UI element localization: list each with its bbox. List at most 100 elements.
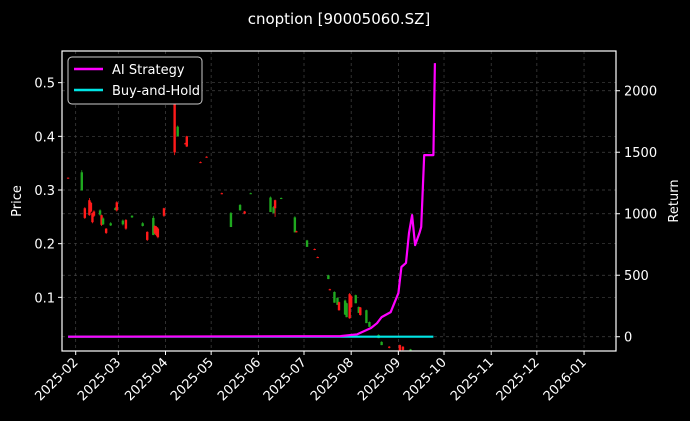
candle [89, 201, 93, 213]
candle-body [269, 197, 272, 213]
x-tick-label: 2025-08 [308, 355, 357, 404]
candle-body [152, 217, 155, 236]
series-line-ai-strategy [68, 63, 436, 338]
candle-body [293, 217, 297, 233]
x-tick-label: 2025-09 [355, 355, 404, 404]
candle-body [88, 200, 91, 216]
legend-label-buy-and-hold: Buy-and-Hold [112, 84, 200, 99]
x-axis: 2025-022025-032025-042025-052025-062025-… [33, 351, 590, 404]
candle-body [354, 295, 357, 304]
candle-body [98, 210, 102, 215]
candle-body [243, 211, 246, 214]
candle-body [156, 228, 160, 238]
candle-body [155, 227, 158, 236]
candle [328, 288, 332, 291]
candle [104, 228, 108, 235]
candle [380, 341, 383, 346]
candle [368, 321, 371, 327]
candle [100, 214, 103, 226]
y-left-tick-label: 0.1 [34, 291, 55, 306]
candle [152, 215, 155, 236]
candle [313, 248, 316, 251]
candle-body [229, 213, 233, 228]
candle [272, 206, 275, 214]
y-right-tick-label: 500 [624, 269, 649, 284]
candle [357, 306, 360, 313]
candle-body [176, 126, 179, 137]
candle [184, 142, 187, 145]
x-tick-label: 2025-10 [401, 355, 450, 404]
candle-body [409, 349, 412, 351]
candle [83, 207, 87, 219]
candle [249, 192, 252, 195]
y-left-tick-label: 0.2 [34, 238, 55, 253]
y-right-tick-label: 1000 [624, 208, 657, 223]
candle-body [83, 208, 87, 218]
candle-body [109, 223, 112, 226]
candle [80, 170, 83, 191]
candle-body [348, 294, 351, 319]
candle [205, 156, 208, 158]
candle [336, 297, 339, 305]
candle [88, 198, 91, 216]
candle [130, 215, 134, 218]
candle-body [89, 202, 93, 212]
x-tick-label: 2025-02 [33, 355, 82, 404]
candle-body [337, 302, 341, 311]
candle-body [336, 297, 339, 305]
candle-body [220, 193, 224, 195]
y-right-tick-label: 0 [624, 331, 632, 346]
candle [91, 212, 94, 224]
candle [327, 274, 330, 280]
candle [293, 216, 297, 233]
candle [101, 217, 105, 225]
y-right-tick-label: 1500 [624, 146, 657, 161]
candle [345, 302, 348, 318]
candle-body [80, 172, 83, 191]
candle [359, 306, 362, 316]
candle [243, 210, 246, 215]
candle-body [333, 291, 336, 303]
candle-body [205, 156, 208, 158]
y-axis-left: 0.1 0.2 0.3 0.4 0.5 [34, 77, 62, 306]
candle-body [327, 275, 330, 280]
candle-body [185, 136, 189, 147]
candle-body [343, 300, 347, 315]
candle-body [359, 307, 362, 316]
candle [220, 192, 224, 195]
candle-body [380, 341, 383, 346]
candle [185, 135, 189, 148]
candle [316, 256, 319, 259]
return-lines [68, 63, 436, 338]
candle-body [295, 231, 298, 233]
candle [121, 219, 125, 226]
candle-body [66, 177, 70, 179]
y-left-tick-label: 0.5 [34, 77, 55, 92]
candle [155, 225, 158, 237]
x-tick-label: 2025-07 [261, 355, 310, 404]
candle-body [199, 162, 202, 164]
candle [365, 309, 368, 324]
candle-body [398, 345, 402, 351]
y-axis-right: 0 500 1000 1500 2000 [616, 85, 657, 346]
candle [229, 212, 233, 228]
x-tick-label: 2026-01 [541, 355, 590, 404]
candle-body [146, 231, 149, 240]
x-tick-label: 2025-04 [122, 355, 171, 404]
chart-title: cnoption [90005060.SZ] [248, 10, 431, 28]
candle [114, 207, 117, 211]
candle [398, 344, 402, 351]
candle-body [401, 346, 405, 350]
candle [124, 218, 128, 230]
candle [146, 231, 149, 241]
candle [401, 346, 405, 351]
candle-body [184, 143, 187, 145]
y-left-tick-label: 0.3 [34, 184, 55, 199]
candle-body [357, 306, 360, 313]
candle-body [238, 205, 242, 211]
candle-body [91, 213, 94, 223]
candle [354, 294, 357, 304]
candle [162, 207, 166, 217]
candle-body [249, 193, 252, 195]
